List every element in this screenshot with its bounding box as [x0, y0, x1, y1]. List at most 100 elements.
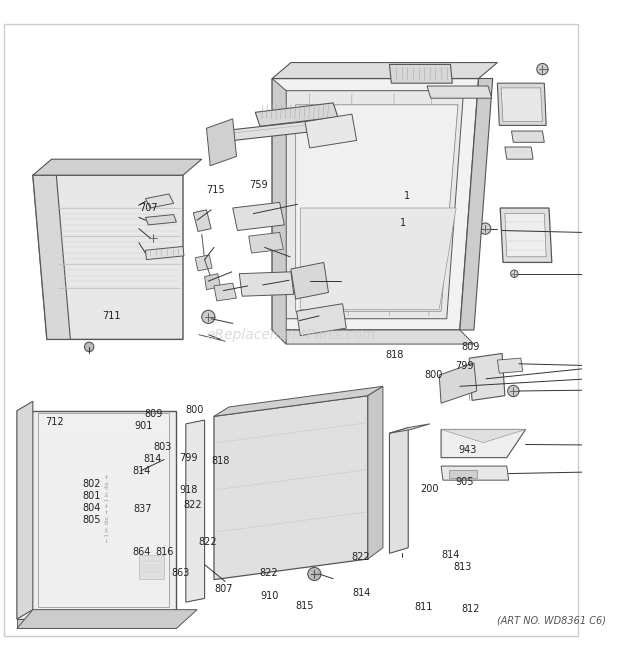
Text: 822: 822 [184, 500, 203, 510]
Polygon shape [221, 118, 342, 141]
Circle shape [263, 208, 270, 216]
Polygon shape [300, 208, 456, 310]
Polygon shape [441, 466, 508, 480]
Circle shape [107, 183, 111, 186]
Circle shape [141, 183, 144, 186]
Circle shape [95, 183, 99, 186]
Text: 918: 918 [180, 485, 198, 496]
Circle shape [84, 183, 88, 186]
Polygon shape [305, 114, 356, 148]
Text: (ART NO. WD8361 C6): (ART NO. WD8361 C6) [497, 616, 606, 626]
Polygon shape [469, 354, 505, 401]
Text: 803: 803 [154, 442, 172, 452]
Polygon shape [272, 79, 479, 330]
Text: 707: 707 [140, 203, 158, 213]
Text: 809: 809 [461, 342, 480, 352]
Polygon shape [195, 255, 212, 271]
Text: 905: 905 [456, 477, 474, 487]
Polygon shape [296, 304, 347, 336]
Circle shape [338, 121, 347, 131]
Circle shape [445, 383, 453, 390]
Polygon shape [232, 203, 285, 230]
Polygon shape [505, 147, 533, 159]
Polygon shape [441, 430, 526, 443]
Text: 822: 822 [259, 568, 278, 578]
Polygon shape [214, 386, 383, 416]
Circle shape [308, 568, 321, 581]
Text: 804: 804 [82, 503, 101, 513]
Polygon shape [389, 424, 430, 433]
Polygon shape [186, 420, 205, 602]
Polygon shape [255, 103, 338, 126]
Text: eReplacementParts.com: eReplacementParts.com [206, 328, 376, 342]
Circle shape [296, 277, 304, 285]
Text: 799: 799 [179, 453, 198, 463]
Text: 822: 822 [352, 552, 370, 562]
Text: 1: 1 [404, 191, 410, 201]
Text: 712: 712 [45, 416, 63, 426]
Polygon shape [139, 555, 164, 579]
Polygon shape [249, 232, 283, 253]
Text: ← 1 in. dia. →  ← 1 in. dia. →: ← 1 in. dia. → ← 1 in. dia. → [105, 475, 110, 542]
Polygon shape [214, 396, 368, 579]
Circle shape [296, 475, 305, 485]
Circle shape [202, 310, 215, 323]
Text: 815: 815 [296, 601, 314, 610]
Text: 863: 863 [172, 568, 190, 578]
Text: 1: 1 [401, 218, 407, 228]
Circle shape [73, 183, 77, 186]
Circle shape [464, 71, 471, 79]
Polygon shape [205, 274, 221, 290]
Circle shape [58, 308, 73, 323]
Text: 943: 943 [458, 445, 476, 455]
Polygon shape [239, 272, 294, 296]
Text: 759: 759 [249, 180, 268, 190]
Polygon shape [33, 175, 71, 339]
Polygon shape [17, 401, 33, 619]
Polygon shape [17, 411, 177, 619]
Text: 910: 910 [260, 591, 278, 601]
Text: 814: 814 [144, 454, 162, 464]
Polygon shape [460, 79, 493, 330]
Text: 864: 864 [133, 547, 151, 557]
Circle shape [510, 270, 518, 277]
Text: 801: 801 [82, 491, 101, 501]
Circle shape [479, 223, 491, 234]
Circle shape [130, 183, 133, 186]
Polygon shape [449, 470, 477, 478]
Polygon shape [427, 86, 492, 98]
Polygon shape [272, 79, 286, 344]
Circle shape [149, 234, 157, 242]
Polygon shape [291, 263, 329, 299]
Polygon shape [272, 63, 497, 79]
Text: 715: 715 [206, 185, 225, 195]
Polygon shape [33, 175, 183, 339]
Circle shape [333, 498, 342, 508]
Text: 812: 812 [461, 604, 480, 614]
Circle shape [196, 216, 203, 224]
Text: 818: 818 [211, 455, 229, 466]
Polygon shape [497, 83, 546, 125]
Polygon shape [389, 428, 408, 553]
Circle shape [152, 183, 156, 186]
Text: 200: 200 [420, 484, 438, 494]
Circle shape [163, 183, 167, 186]
Polygon shape [441, 430, 526, 457]
Text: 837: 837 [133, 504, 152, 514]
Polygon shape [500, 208, 552, 263]
Text: 901: 901 [135, 421, 153, 431]
Text: 818: 818 [385, 350, 404, 360]
Circle shape [149, 199, 155, 204]
Polygon shape [193, 210, 211, 232]
Text: 811: 811 [414, 603, 433, 612]
Polygon shape [505, 214, 546, 257]
Polygon shape [272, 330, 474, 344]
Circle shape [508, 385, 519, 397]
Polygon shape [206, 119, 236, 166]
Circle shape [249, 447, 258, 457]
Text: 805: 805 [82, 515, 101, 525]
Circle shape [84, 342, 94, 352]
Text: 809: 809 [144, 409, 162, 418]
Polygon shape [17, 610, 197, 628]
Polygon shape [17, 619, 177, 628]
